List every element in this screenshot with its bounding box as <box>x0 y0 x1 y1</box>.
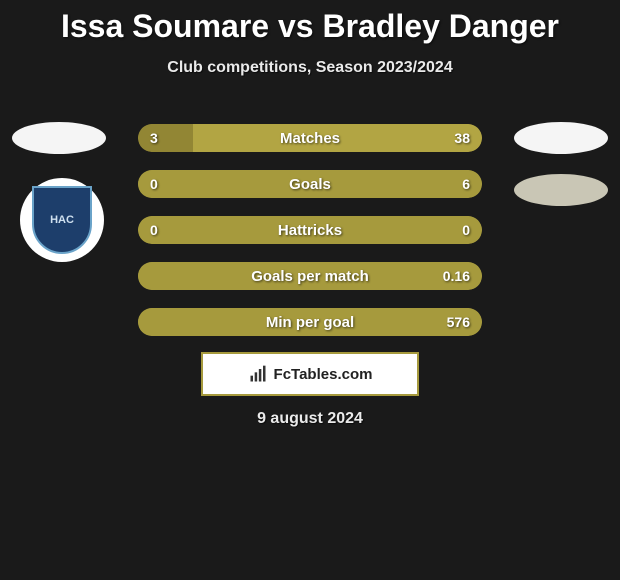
comparison-bars: 338Matches 06Goals 00Hattricks 0.16Goals pe… <box>138 124 482 354</box>
bar-label: Goals per match <box>138 268 482 285</box>
player2-photo <box>514 122 608 154</box>
stat-bar: 06Goals <box>138 170 482 198</box>
bar-label: Hattricks <box>138 222 482 239</box>
club-badge-inner: HAC <box>32 186 92 254</box>
bar-label: Min per goal <box>138 314 482 331</box>
stat-bar: 0.16Goals per match <box>138 262 482 290</box>
footer-link[interactable]: FcTables.com <box>201 352 419 396</box>
player1-club-badge: HAC <box>20 178 104 262</box>
date-text: 9 august 2024 <box>0 410 620 428</box>
chart-icon <box>248 364 268 384</box>
infographic-root: Issa Soumare vs Bradley Danger Club comp… <box>0 0 620 580</box>
bar-label: Matches <box>138 130 482 147</box>
bar-label: Goals <box>138 176 482 193</box>
club-badge-label: HAC <box>50 214 74 226</box>
footer-label: FcTables.com <box>274 366 373 383</box>
player2-club-photo <box>514 174 608 206</box>
page-subtitle: Club competitions, Season 2023/2024 <box>0 59 620 77</box>
stat-bar: 338Matches <box>138 124 482 152</box>
page-title: Issa Soumare vs Bradley Danger <box>0 0 620 45</box>
player1-photo <box>12 122 106 154</box>
stat-bar: 576Min per goal <box>138 308 482 336</box>
stat-bar: 00Hattricks <box>138 216 482 244</box>
